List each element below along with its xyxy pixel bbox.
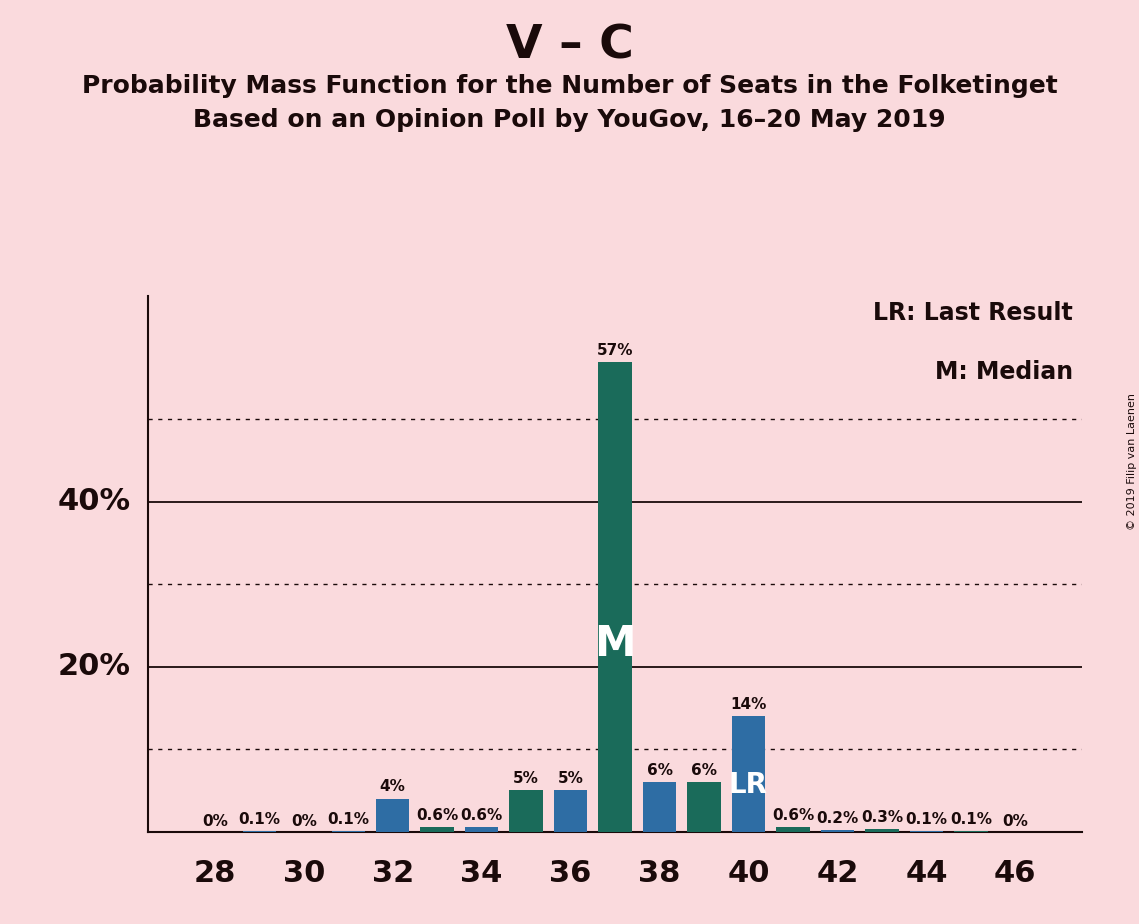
Bar xyxy=(866,829,899,832)
Bar xyxy=(731,716,765,832)
Bar xyxy=(509,790,543,832)
Text: 0.2%: 0.2% xyxy=(817,811,859,826)
Text: LR: LR xyxy=(729,772,768,799)
Text: 6%: 6% xyxy=(647,763,672,778)
Text: 32: 32 xyxy=(371,859,413,888)
Text: M: Median: M: Median xyxy=(935,360,1073,384)
Text: 0.3%: 0.3% xyxy=(861,810,903,825)
Text: 14%: 14% xyxy=(730,697,767,712)
Text: 0%: 0% xyxy=(202,814,228,829)
Bar xyxy=(687,782,721,832)
Text: © 2019 Filip van Laenen: © 2019 Filip van Laenen xyxy=(1126,394,1137,530)
Text: 46: 46 xyxy=(994,859,1036,888)
Text: 34: 34 xyxy=(460,859,502,888)
Text: 0.6%: 0.6% xyxy=(416,808,458,822)
Bar xyxy=(376,798,409,832)
Text: 5%: 5% xyxy=(558,772,583,786)
Text: 28: 28 xyxy=(194,859,236,888)
Text: 57%: 57% xyxy=(597,343,633,358)
Bar xyxy=(420,827,453,832)
Text: 0.1%: 0.1% xyxy=(327,811,369,827)
Bar xyxy=(554,790,588,832)
Text: 4%: 4% xyxy=(379,780,405,795)
Bar xyxy=(821,830,854,832)
Bar xyxy=(642,782,677,832)
Text: 40%: 40% xyxy=(58,487,131,517)
Bar xyxy=(465,827,498,832)
Text: 44: 44 xyxy=(906,859,948,888)
Text: M: M xyxy=(595,623,636,664)
Text: 30: 30 xyxy=(282,859,325,888)
Bar xyxy=(777,827,810,832)
Text: 42: 42 xyxy=(817,859,859,888)
Text: 20%: 20% xyxy=(58,652,131,681)
Text: Based on an Opinion Poll by YouGov, 16–20 May 2019: Based on an Opinion Poll by YouGov, 16–2… xyxy=(194,108,945,132)
Text: 0.1%: 0.1% xyxy=(950,811,992,827)
Text: 5%: 5% xyxy=(514,772,539,786)
Text: 0.6%: 0.6% xyxy=(772,808,814,822)
Bar xyxy=(598,361,632,832)
Text: 0.6%: 0.6% xyxy=(460,808,502,822)
Text: 0.1%: 0.1% xyxy=(238,811,280,827)
Text: 36: 36 xyxy=(549,859,592,888)
Text: 40: 40 xyxy=(727,859,770,888)
Text: 0.1%: 0.1% xyxy=(906,811,948,827)
Text: Probability Mass Function for the Number of Seats in the Folketinget: Probability Mass Function for the Number… xyxy=(82,74,1057,98)
Text: V – C: V – C xyxy=(506,23,633,68)
Text: 38: 38 xyxy=(638,859,681,888)
Text: 6%: 6% xyxy=(691,763,718,778)
Text: 0%: 0% xyxy=(290,814,317,829)
Text: 0%: 0% xyxy=(1002,814,1029,829)
Text: LR: Last Result: LR: Last Result xyxy=(872,301,1073,325)
